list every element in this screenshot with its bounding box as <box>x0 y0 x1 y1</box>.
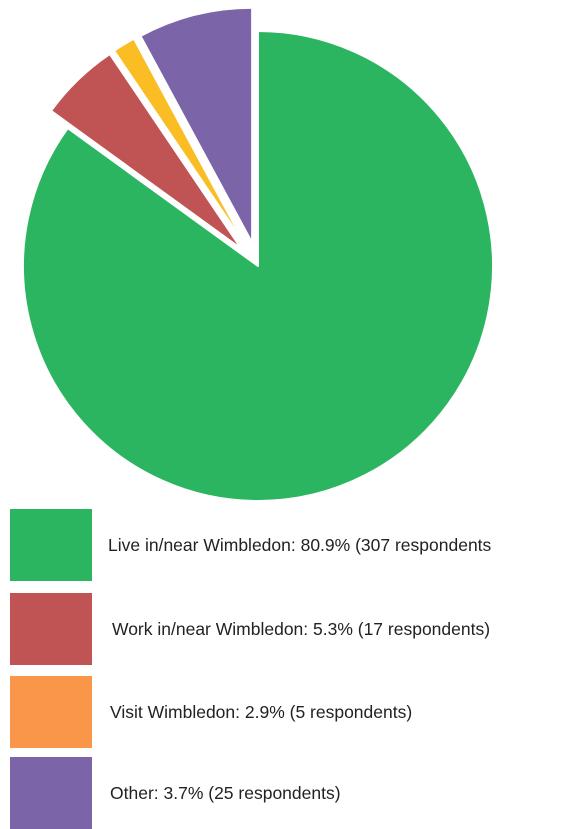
legend-label-live: Live in/near Wimbledon: 80.9% (307 respo… <box>108 535 492 555</box>
pie-slice-visit <box>113 37 247 247</box>
legend-label-work: Work in/near Wimbledon: 5.3% (17 respond… <box>112 619 491 639</box>
legend-swatch-work <box>10 593 92 665</box>
legend-swatch-other <box>10 757 92 829</box>
legend-swatch-live <box>10 509 92 581</box>
pie-chart <box>22 6 494 502</box>
pie-slice-live <box>22 30 494 502</box>
legend-label-visit: Visit Wimbledon: 2.9% (5 respondents) <box>110 702 413 722</box>
legend: Live in/near Wimbledon: 80.9% (307 respo… <box>0 505 582 829</box>
legend-item-work: Work in/near Wimbledon: 5.3% (17 respond… <box>10 593 582 665</box>
legend-swatch-visit <box>10 676 92 748</box>
legend-item-other: Other: 3.7% (25 respondents) <box>10 757 582 829</box>
pie-slice-work <box>50 53 243 250</box>
legend-label-other: Other: 3.7% (25 respondents) <box>110 783 341 803</box>
legend-item-live: Live in/near Wimbledon: 80.9% (307 respo… <box>10 509 582 581</box>
pie-slice-other <box>139 6 254 244</box>
legend-item-visit: Visit Wimbledon: 2.9% (5 respondents) <box>10 676 582 748</box>
